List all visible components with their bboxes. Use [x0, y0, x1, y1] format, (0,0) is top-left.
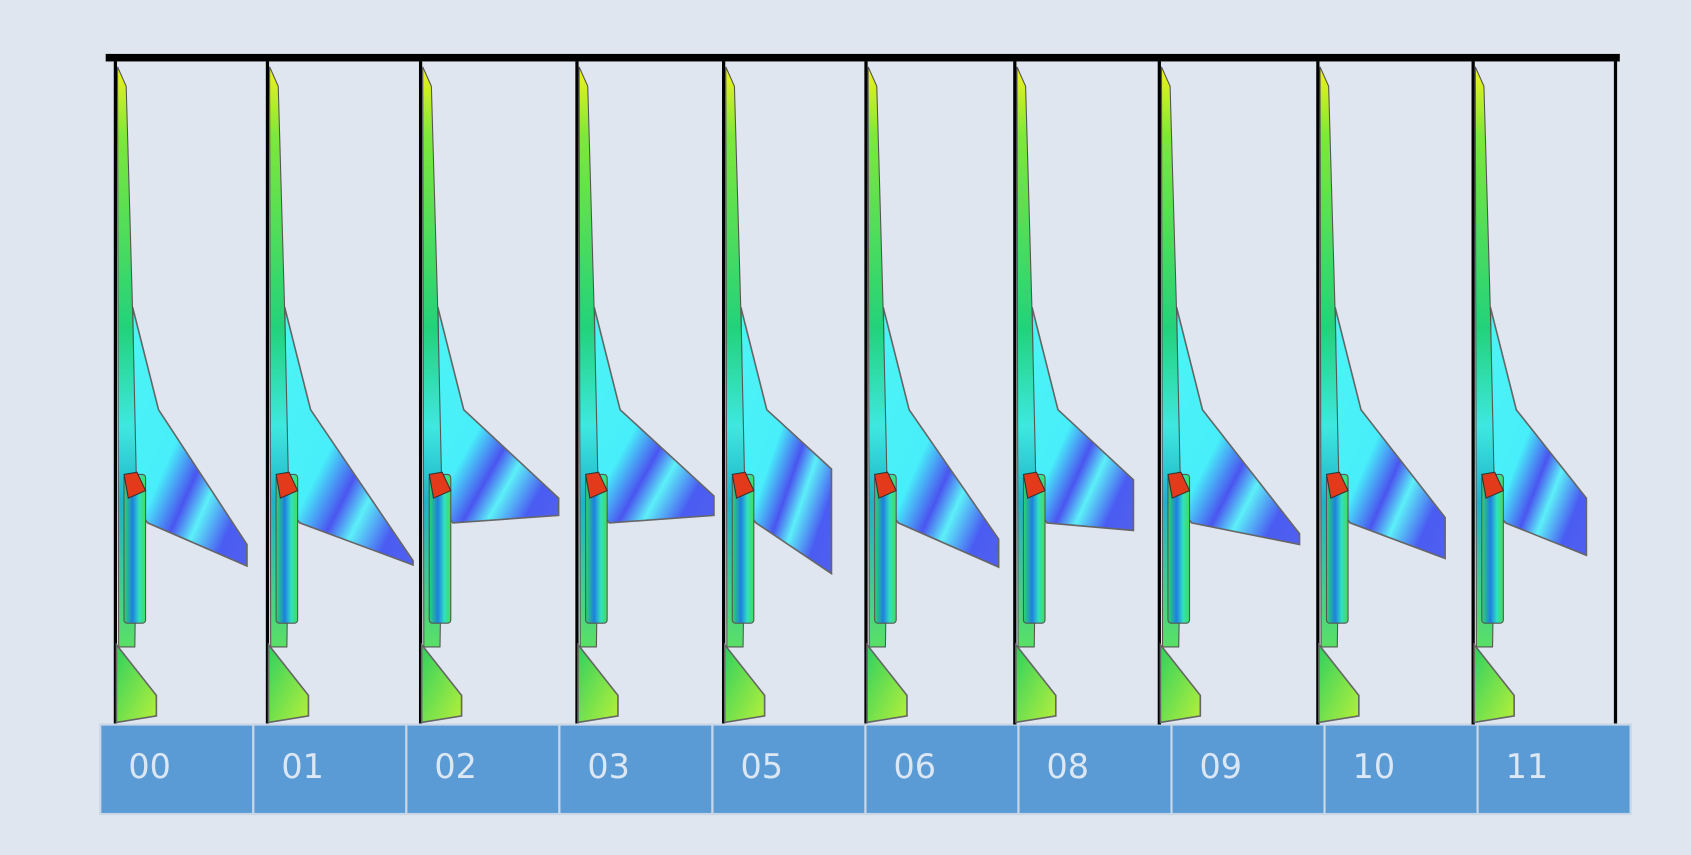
tail — [867, 645, 907, 723]
panel-label: 02 — [434, 747, 477, 786]
label-cell — [253, 725, 406, 814]
label-cell — [559, 725, 712, 814]
wing — [594, 307, 714, 523]
tail — [578, 645, 618, 723]
panel-label: 05 — [740, 747, 783, 786]
figure: 00 01 02 03 05 06 08 09 10 11 — [0, 0, 1691, 855]
wing — [741, 307, 832, 573]
top-bar — [106, 54, 1620, 62]
wing — [883, 307, 998, 567]
wing — [1032, 307, 1133, 530]
tail — [725, 645, 765, 723]
panel-label: 03 — [587, 747, 630, 786]
tail — [1016, 645, 1056, 723]
nacelle — [276, 474, 298, 623]
nacelle — [1482, 474, 1504, 623]
nacelle — [875, 474, 897, 623]
wing — [438, 307, 559, 523]
tail — [1319, 645, 1359, 723]
label-cell — [865, 725, 1018, 814]
nacelle — [429, 474, 451, 623]
nacelle — [1168, 474, 1190, 623]
wing — [285, 307, 413, 565]
label-cell — [406, 725, 559, 814]
tail — [422, 645, 462, 723]
label-cell — [712, 725, 865, 814]
panels: 00 01 02 03 05 06 08 09 10 11 — [100, 61, 1630, 814]
label-cell — [1172, 725, 1325, 814]
panel-label: 06 — [893, 747, 936, 786]
nacelle — [1326, 474, 1348, 623]
panel-label: 00 — [128, 747, 171, 786]
tail — [116, 645, 156, 723]
nacelle — [1023, 474, 1045, 623]
panel-label: 08 — [1047, 747, 1090, 786]
wing — [1335, 307, 1445, 558]
tail — [1474, 645, 1514, 723]
panel-label: 10 — [1353, 747, 1396, 786]
page: 00010203050608091011 (() => { const data… — [0, 0, 1691, 855]
tail — [269, 645, 309, 723]
label-cell — [100, 725, 253, 814]
nacelle — [586, 474, 608, 623]
wing — [1177, 307, 1300, 544]
panel-label: 09 — [1200, 747, 1243, 786]
panel-label: 11 — [1506, 747, 1549, 786]
wing — [133, 307, 247, 566]
panel-label: 01 — [281, 747, 324, 786]
tail — [1160, 645, 1200, 723]
nacelle — [732, 474, 754, 623]
label-cell — [1325, 725, 1478, 814]
nacelle — [124, 474, 146, 623]
label-cell — [1018, 725, 1171, 814]
label-cell — [1478, 725, 1631, 814]
wing — [1490, 307, 1586, 555]
